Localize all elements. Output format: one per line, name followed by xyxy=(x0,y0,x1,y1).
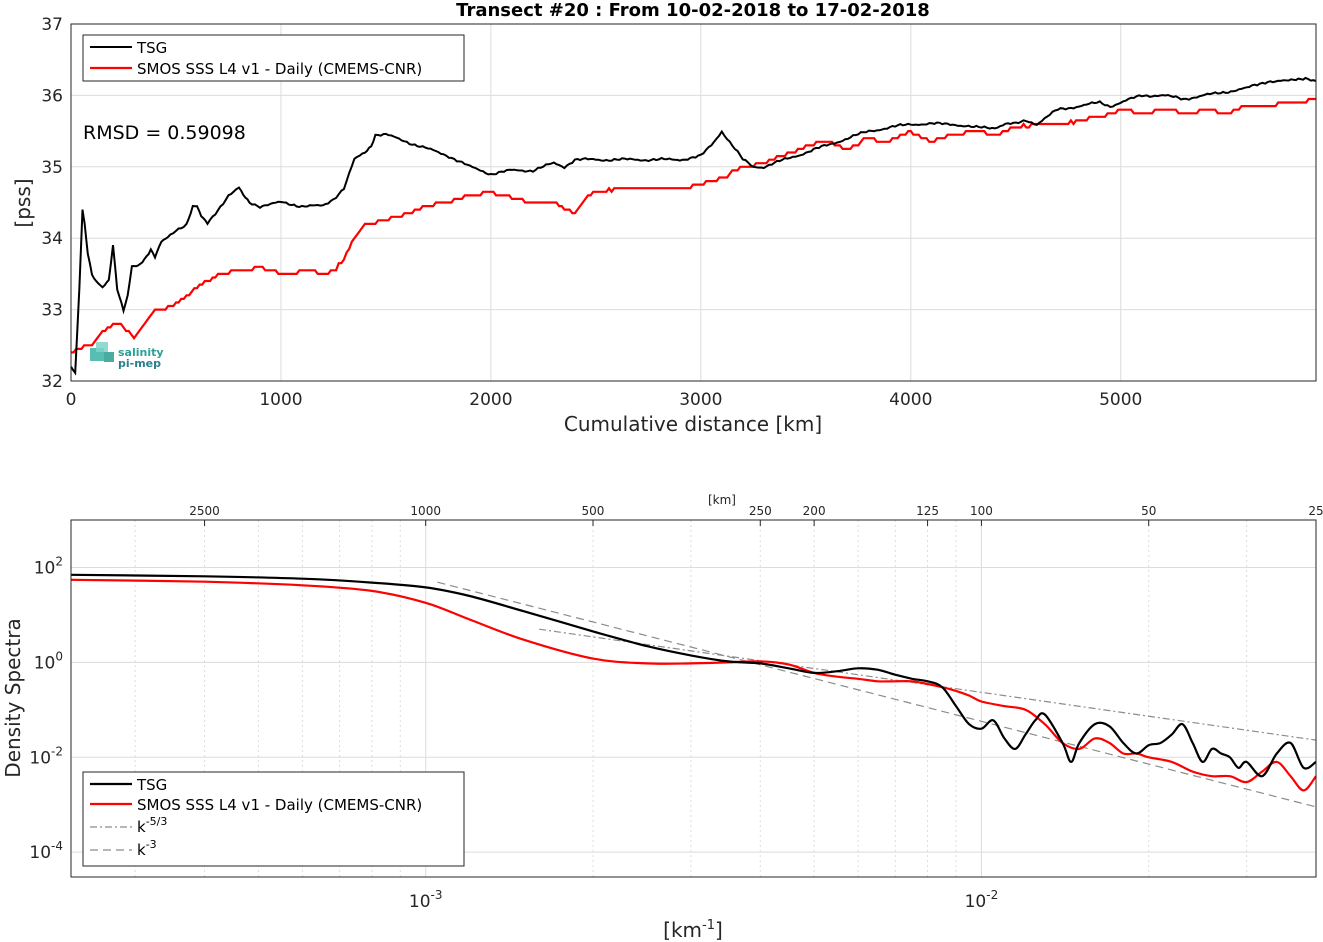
top-xtick-label: 2000 xyxy=(469,390,512,410)
top-tick-labels: 0 1000 2000 3000 4000 5000 32 33 34 35 36 37 xyxy=(41,15,1142,410)
bottom-xlabel: [km-1] xyxy=(663,918,723,942)
top-km-tick-label: 125 xyxy=(916,504,939,518)
top-xtick-label: 4000 xyxy=(889,390,932,410)
top-km-tick-label: 500 xyxy=(582,504,605,518)
bottom-ylabel: Density Spectra xyxy=(1,618,25,777)
top-km-tick-label: 2500 xyxy=(189,504,220,518)
svg-text:pi-mep: pi-mep xyxy=(118,357,161,370)
top-km-tick-label: 1000 xyxy=(410,504,441,518)
top-legend: TSG SMOS SSS L4 v1 - Daily (CMEMS-CNR) xyxy=(82,34,465,82)
top-chart-title: Transect #20 : From 10-02-2018 to 17-02-… xyxy=(456,0,930,21)
top-ytick-label: 33 xyxy=(41,301,63,321)
svg-text:salinity: salinity xyxy=(118,346,164,359)
top-ytick-label: 36 xyxy=(41,86,63,106)
legend-tsg-label: TSG xyxy=(136,776,167,794)
top-km-tick-label: 200 xyxy=(803,504,826,518)
top-xtick-label: 3000 xyxy=(679,390,722,410)
bottom-series-group xyxy=(70,573,1317,808)
bottom-xtick-label: 10-2 xyxy=(965,888,999,912)
series-smos-line xyxy=(71,97,1316,354)
top-series-group xyxy=(70,76,1317,376)
series-tsg-line xyxy=(70,76,1317,376)
top-km-tick-label: 50 xyxy=(1141,504,1156,518)
top-axes-box xyxy=(70,23,1317,382)
legend-smos-label: SMOS SSS L4 v1 - Daily (CMEMS-CNR) xyxy=(137,60,422,78)
top-ytick-label: 32 xyxy=(41,372,63,392)
bottom-ytick-label: 10-4 xyxy=(29,839,63,863)
bottom-chart: 10-4 10-2 100 102 10-3 10-2 2500 1000 500 250 200 1… xyxy=(1,493,1323,942)
top-xtick-label: 0 xyxy=(66,390,77,410)
top-ylabel: [pss] xyxy=(11,178,35,227)
series-smos-spectrum xyxy=(70,578,1317,792)
bottom-ytick-label: 10-2 xyxy=(29,744,63,768)
salinity-pimep-logo: salinity pi-mep xyxy=(90,342,164,370)
top-km-tick-label: 250 xyxy=(749,504,772,518)
top-km-tick-label: 25 xyxy=(1308,504,1323,518)
bottom-xtick-label: 10-3 xyxy=(409,888,443,912)
top-ytick-label: 37 xyxy=(41,15,63,35)
top-ytick-label: 35 xyxy=(41,158,63,178)
top-axis-label: [km] xyxy=(708,493,736,507)
top-xlabel: Cumulative distance [km] xyxy=(564,412,822,436)
bottom-ytick-label: 100 xyxy=(34,649,63,673)
bottom-tick-labels: 10-4 10-2 100 102 10-3 10-2 2500 1000 500 250 200 1… xyxy=(29,504,1323,912)
bottom-ytick-label: 102 xyxy=(34,554,63,578)
legend-tsg-label: TSG xyxy=(136,39,167,57)
series-tsg-spectrum xyxy=(70,573,1317,778)
top-xtick-label: 1000 xyxy=(259,390,302,410)
legend-smos-label: SMOS SSS L4 v1 - Daily (CMEMS-CNR) xyxy=(137,796,422,814)
series-k-3-line xyxy=(437,581,1317,808)
bottom-axes-box xyxy=(70,519,1317,878)
top-chart: Transect #20 : From 10-02-2018 to 17-02-… xyxy=(11,0,1317,436)
top-xtick-label: 5000 xyxy=(1099,390,1142,410)
top-km-tick-label: 100 xyxy=(970,504,993,518)
top-ytick-label: 34 xyxy=(41,229,63,249)
bottom-legend: TSG SMOS SSS L4 v1 - Daily (CMEMS-CNR) k… xyxy=(82,771,465,867)
rmsd-annotation: RMSD = 0.59098 xyxy=(83,122,246,144)
